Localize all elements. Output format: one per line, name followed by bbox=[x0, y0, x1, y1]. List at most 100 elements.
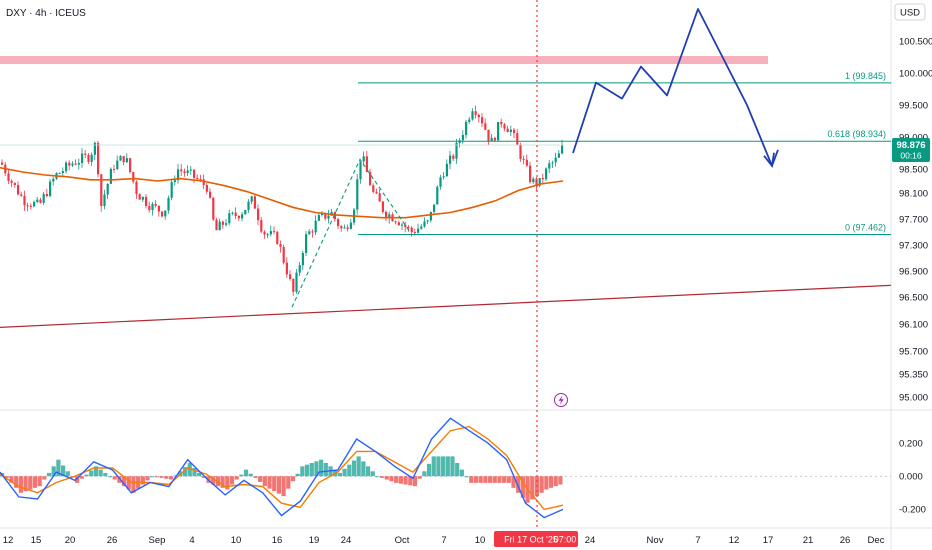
candle-body bbox=[65, 162, 68, 172]
candle-body bbox=[202, 179, 205, 186]
candle-body bbox=[372, 185, 375, 192]
histogram-bar bbox=[150, 476, 155, 478]
candle-body bbox=[93, 142, 96, 155]
candle-body bbox=[170, 182, 173, 198]
candle-body bbox=[497, 121, 500, 141]
candle-body bbox=[295, 272, 298, 292]
candle-body bbox=[289, 274, 292, 279]
histogram-bar bbox=[558, 476, 563, 485]
price-axis[interactable]: 100.500100.00099.50099.00098.50098.10097… bbox=[899, 37, 932, 516]
candle-body bbox=[532, 178, 535, 183]
candle-body bbox=[407, 227, 410, 229]
time-tick-label: 16 bbox=[272, 535, 283, 546]
histogram-bar bbox=[286, 476, 291, 489]
time-tick-label: 7 bbox=[441, 535, 446, 546]
candle-body bbox=[305, 234, 308, 254]
candle-body bbox=[333, 212, 336, 220]
candle-body bbox=[148, 205, 151, 211]
histogram-bar bbox=[117, 476, 122, 483]
time-axis[interactable]: 12 15 20 26 Sep 4 10 16 19 24 Oct 7 10 24 Nov 7 12 17 21 26… bbox=[3, 535, 885, 546]
candle-body bbox=[509, 129, 512, 133]
symbol-title[interactable]: DXY · 4h · ICEUS bbox=[6, 8, 86, 19]
dashed-swing-line[interactable] bbox=[291, 158, 411, 308]
histogram-bar bbox=[539, 476, 544, 493]
currency-button[interactable] bbox=[894, 3, 926, 21]
histogram-bar bbox=[361, 461, 366, 477]
candle-body bbox=[58, 172, 61, 174]
candle-body bbox=[445, 163, 448, 177]
candle-body bbox=[173, 180, 176, 183]
histogram-bar bbox=[441, 456, 446, 477]
candle-body bbox=[525, 159, 528, 166]
support-trendline[interactable] bbox=[0, 284, 892, 328]
candle-body bbox=[167, 197, 170, 211]
resistance-zone[interactable] bbox=[0, 56, 768, 64]
time-tick-label: 4 bbox=[189, 535, 194, 546]
histogram-bar bbox=[46, 472, 52, 477]
price-tick-label: 96.900 bbox=[899, 267, 928, 278]
candle-body bbox=[327, 215, 330, 219]
histogram-bar bbox=[370, 471, 375, 477]
price-tick-label: 98.500 bbox=[899, 165, 928, 176]
candle-body bbox=[301, 253, 304, 266]
time-tick-label: Oct bbox=[395, 535, 410, 546]
candle-body bbox=[378, 193, 381, 202]
price-tick-label: 99.500 bbox=[899, 101, 928, 112]
histogram-bar bbox=[347, 464, 352, 477]
candle-body bbox=[68, 162, 71, 166]
histogram-bar bbox=[422, 471, 427, 477]
crosshair-time: 07:00 bbox=[554, 535, 577, 545]
histogram-bar bbox=[342, 468, 347, 477]
histogram-bar bbox=[473, 476, 479, 483]
candle-body bbox=[215, 219, 218, 231]
histogram-bar bbox=[89, 470, 94, 477]
candle-body bbox=[247, 201, 250, 210]
histogram-bar bbox=[126, 476, 131, 490]
histogram-bar bbox=[197, 472, 202, 477]
candle-body bbox=[122, 156, 125, 163]
time-tick-label: 7 bbox=[695, 535, 700, 546]
candle-body bbox=[20, 194, 23, 196]
candle-body bbox=[135, 181, 138, 195]
histogram-bar bbox=[450, 456, 455, 477]
candle-body bbox=[276, 231, 279, 244]
candle-body bbox=[324, 212, 327, 219]
candle-body bbox=[218, 221, 221, 231]
candle-body bbox=[119, 156, 122, 161]
fib-level-label: 0 (97.462) bbox=[845, 222, 886, 232]
currency-label: USD bbox=[900, 8, 920, 19]
histogram-bar bbox=[159, 476, 164, 478]
candle-body bbox=[311, 231, 314, 233]
histogram-bar bbox=[304, 464, 310, 477]
projection-path[interactable] bbox=[572, 8, 779, 167]
histogram-bar bbox=[243, 469, 249, 477]
candle-body bbox=[212, 197, 215, 220]
candle-body bbox=[241, 214, 244, 219]
candle-body bbox=[285, 262, 288, 275]
candle-body bbox=[503, 124, 506, 129]
candle-body bbox=[42, 194, 45, 203]
candle-body bbox=[436, 186, 439, 205]
histogram-bar bbox=[319, 459, 324, 477]
candle-body bbox=[49, 181, 52, 197]
lightning-icon[interactable] bbox=[554, 393, 568, 407]
histogram-bar bbox=[492, 476, 497, 483]
candle-body bbox=[81, 153, 84, 163]
candle-body bbox=[513, 129, 516, 134]
histogram-bar bbox=[511, 476, 516, 488]
histogram-bar bbox=[37, 476, 42, 487]
candle-body bbox=[340, 226, 343, 229]
candle-body bbox=[253, 196, 256, 209]
candle-body bbox=[205, 185, 208, 192]
candle-body bbox=[535, 178, 538, 186]
candle-body bbox=[97, 142, 100, 175]
fib-retracement[interactable]: 1 (99.845) 0.618 (98.934) 0 (97.462) bbox=[358, 71, 891, 235]
candle-body bbox=[193, 169, 196, 178]
candle-body bbox=[209, 191, 212, 198]
candle-body bbox=[269, 231, 272, 235]
candle-body bbox=[506, 128, 509, 133]
candle-body bbox=[493, 137, 496, 141]
histogram-bar bbox=[164, 476, 169, 479]
histogram-bar bbox=[75, 476, 80, 483]
